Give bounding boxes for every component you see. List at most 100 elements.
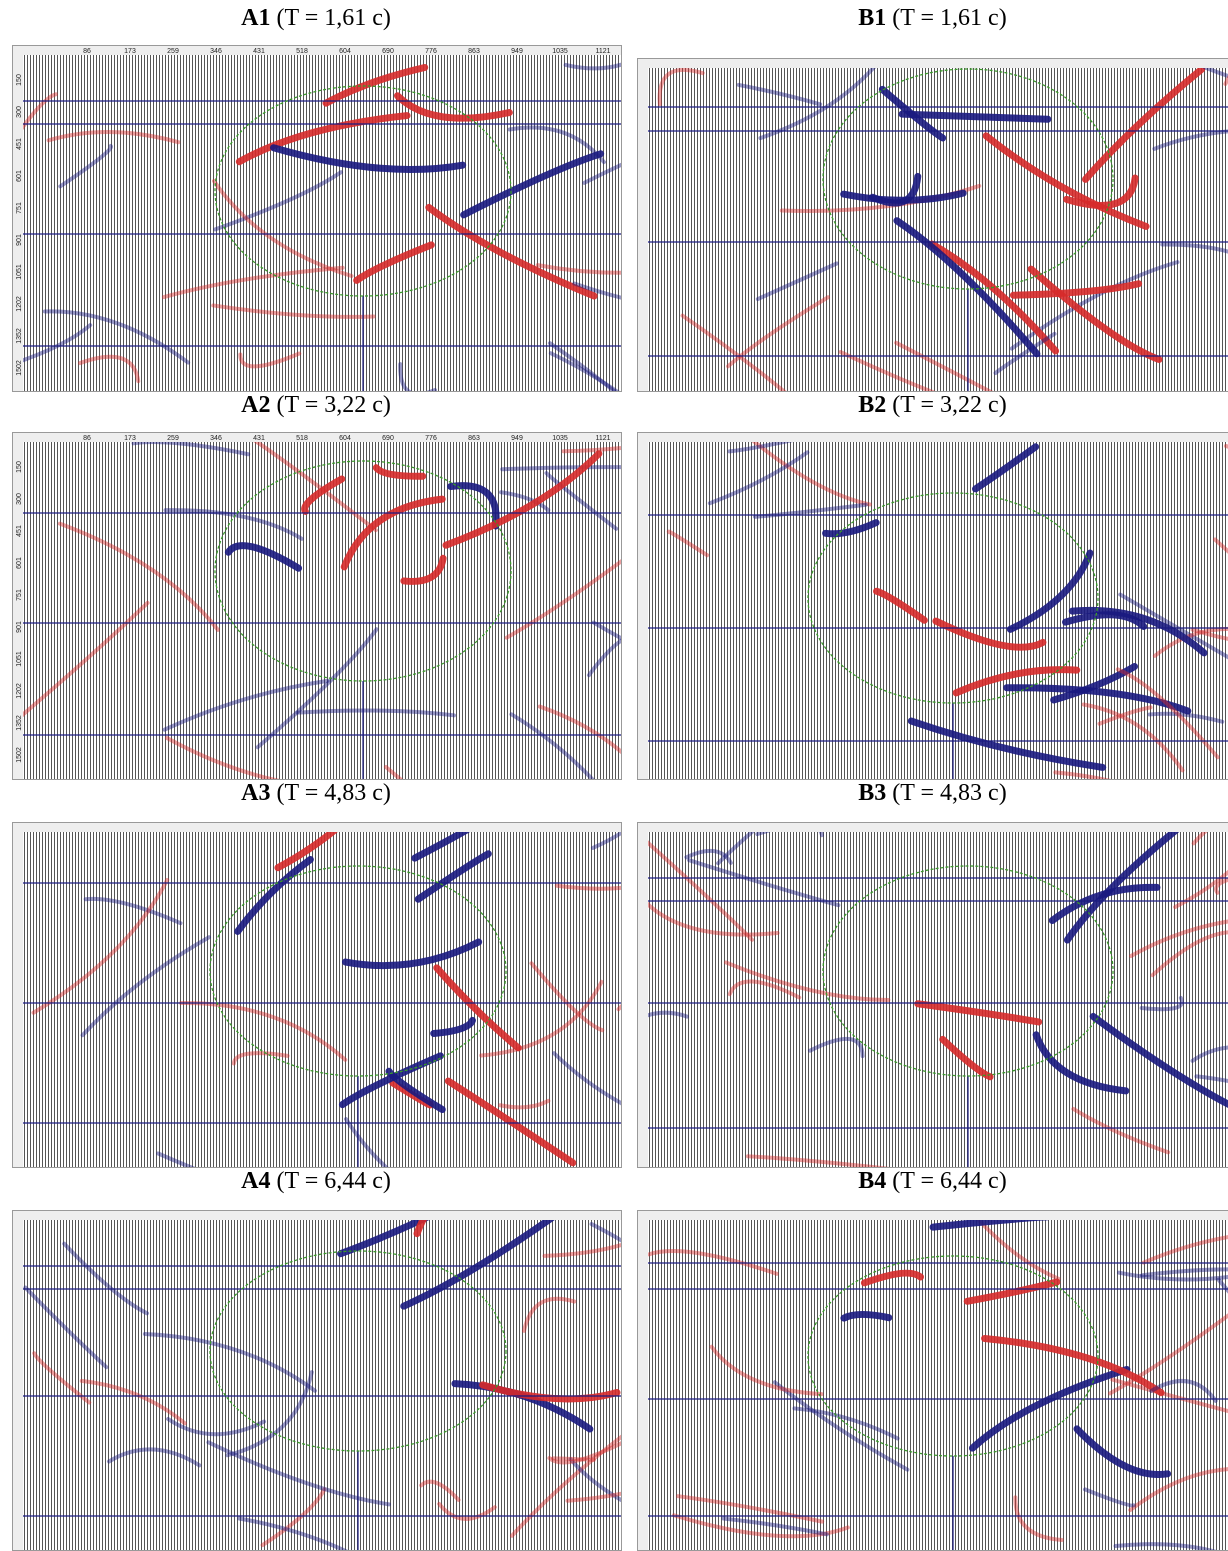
aperture-ellipse xyxy=(823,866,1113,1076)
aperture-ellipse xyxy=(210,866,506,1076)
panel-id: A4 xyxy=(241,1168,270,1194)
wavefield-stroke xyxy=(214,181,352,276)
wavefield-stroke xyxy=(464,154,601,215)
wavefield-stroke xyxy=(1015,1497,1061,1540)
wavefield-stroke xyxy=(553,1458,594,1460)
left-tick-label: 751 xyxy=(16,589,23,601)
wavefield-stroke xyxy=(546,473,616,529)
wavefield-stroke xyxy=(758,263,837,299)
wavefield-stroke xyxy=(404,1211,568,1306)
wavefield-stroke xyxy=(678,1496,822,1521)
wavefield-stroke xyxy=(754,441,870,504)
wavefield-stroke xyxy=(1110,1291,1228,1393)
wavefield-stroke xyxy=(554,1053,621,1130)
wavefield-stroke xyxy=(512,1417,621,1536)
left-tick-label: 1202 xyxy=(16,296,23,312)
wavefield-stroke xyxy=(502,467,621,469)
wavefield-stroke xyxy=(550,343,621,391)
wavefield-stroke xyxy=(80,357,138,381)
seismic-plot xyxy=(13,1211,621,1550)
wavefield-stroke xyxy=(557,875,621,889)
left-ruler xyxy=(13,823,23,1167)
panel-id: B2 xyxy=(858,392,886,418)
wavefield-stroke xyxy=(841,352,983,391)
panel-caption: B4 (T = 6,44 c) xyxy=(637,1168,1228,1195)
wavefield-stroke xyxy=(429,207,594,296)
wavefield-stroke xyxy=(896,343,1068,391)
top-tick-label: 863 xyxy=(468,435,480,442)
wavefield-stroke xyxy=(1162,244,1228,263)
wavefield-stroke xyxy=(967,1282,1057,1301)
panel-id: B1 xyxy=(858,5,886,31)
panel-time: (T = 6,44 c) xyxy=(892,1168,1006,1194)
wavefield-stroke xyxy=(710,452,808,503)
wavefield-stroke xyxy=(1215,539,1228,642)
wavefield-stroke xyxy=(1055,772,1223,779)
panel-time: (T = 6,44 c) xyxy=(276,1168,390,1194)
panel-time: (T = 1,61 c) xyxy=(276,5,390,31)
panel-id: A3 xyxy=(241,780,270,806)
wavefield-stroke xyxy=(239,1519,372,1550)
wavefield-stroke xyxy=(86,899,181,923)
wavefield-stroke xyxy=(404,558,443,581)
top-tick-label: 776 xyxy=(425,435,437,442)
wavefield-stroke xyxy=(826,523,877,534)
top-tick-label: 173 xyxy=(124,435,136,442)
top-ruler xyxy=(13,433,621,442)
wavefield-stroke xyxy=(109,1449,199,1465)
seismic-image xyxy=(637,58,1228,392)
wavefield-stroke xyxy=(234,1053,288,1063)
left-tick-label: 901 xyxy=(16,234,23,246)
wavefield-stroke xyxy=(455,1384,590,1429)
left-tick-label: 1502 xyxy=(16,360,23,376)
left-ruler xyxy=(13,1211,23,1550)
wavefield-stroke xyxy=(976,447,1036,489)
top-tick-label: 604 xyxy=(339,48,351,55)
top-tick-label: 949 xyxy=(511,435,523,442)
wavefield-stroke xyxy=(181,1003,345,1060)
wavefield-stroke xyxy=(986,136,1146,227)
left-tick-label: 751 xyxy=(16,202,23,214)
wavefield-stroke xyxy=(538,265,621,273)
wavefield-stroke xyxy=(82,1381,185,1423)
panel-id: B4 xyxy=(858,1168,886,1194)
wavefield-stroke xyxy=(1073,1109,1168,1152)
panel-time: (T = 1,61 c) xyxy=(892,5,1006,31)
left-tick-label: 300 xyxy=(16,493,23,505)
wavefield-stroke xyxy=(524,1299,574,1331)
wavefield-stroke xyxy=(943,1039,990,1076)
wavefield-stroke xyxy=(864,1273,920,1283)
wavefield-stroke xyxy=(1112,1380,1228,1431)
aperture-ellipse xyxy=(823,69,1113,289)
left-ruler xyxy=(638,823,648,1167)
seismic-image xyxy=(637,822,1228,1168)
wavefield-stroke xyxy=(936,621,1043,647)
left-tick-label: 1202 xyxy=(16,683,23,699)
wavefield-stroke xyxy=(421,1482,458,1500)
wavefield-stroke xyxy=(511,714,621,779)
left-tick-label: 901 xyxy=(16,621,23,633)
wavefield-stroke xyxy=(305,479,342,512)
panel-time: (T = 3,22 c) xyxy=(276,392,390,418)
seismic-plot xyxy=(638,59,1228,391)
wavefield-stroke xyxy=(34,1353,89,1402)
wavefield-stroke xyxy=(418,854,488,899)
top-tick-label: 518 xyxy=(296,48,308,55)
seismic-image xyxy=(637,432,1228,780)
aperture-ellipse xyxy=(210,1251,506,1451)
wavefield-stroke xyxy=(972,1369,1126,1448)
top-tick-label: 86 xyxy=(83,48,91,55)
top-ruler xyxy=(638,823,1228,832)
wavefield-stroke xyxy=(357,245,432,280)
left-tick-label: 601 xyxy=(16,557,23,569)
panel-caption: A4 (T = 6,44 c) xyxy=(12,1168,620,1195)
panel-id: A1 xyxy=(241,5,270,31)
wavefield-stroke xyxy=(1144,1232,1228,1263)
seismic-image xyxy=(12,822,622,1168)
top-tick-label: 1121 xyxy=(595,435,610,442)
wavefield-stroke xyxy=(810,1039,863,1056)
wavefield-stroke xyxy=(60,146,111,186)
left-tick-label: 150 xyxy=(16,461,23,473)
